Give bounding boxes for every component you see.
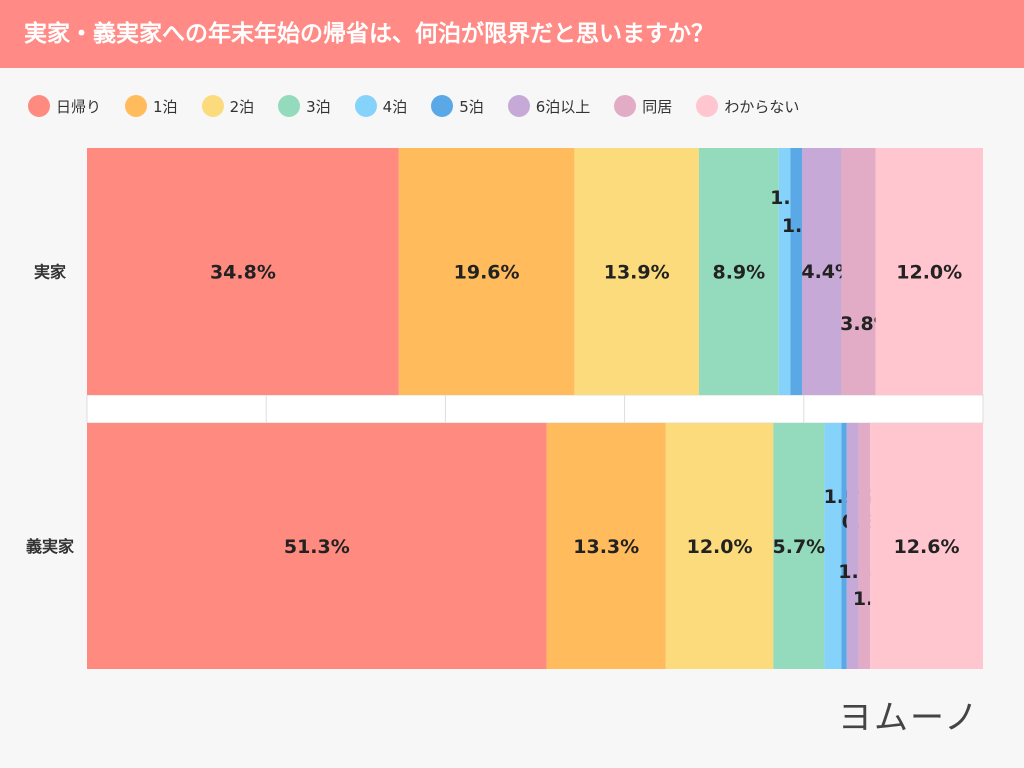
chart-title: 実家・義実家への年末年始の帰省は、何泊が限界だと思いますか？ [0, 0, 1024, 68]
legend-label: 4泊 [382, 97, 408, 116]
legend-label: 1泊 [153, 97, 178, 116]
bar-segment [398, 148, 575, 395]
legend-swatch [278, 95, 301, 117]
data-label: 12.6% [894, 536, 960, 558]
legend-item: 6泊以上 [507, 95, 591, 117]
legend: 日帰り 1泊 2泊 3泊 4泊 5泊 6泊以上 同居 わからない [28, 95, 823, 117]
bar-segment [574, 148, 699, 395]
category-label: 実家 [34, 263, 67, 282]
yomuno-logo: ヨムーノ [838, 698, 980, 738]
legend-swatch [125, 95, 148, 117]
legend-swatch [614, 95, 637, 117]
legend-label: 6泊以上 [535, 97, 591, 116]
legend-item: 3泊 [278, 95, 331, 117]
bar-segment [773, 423, 825, 669]
data-label: 8.9% [712, 262, 765, 284]
data-label: 13.3% [573, 536, 639, 558]
category-label: 義実家 [26, 537, 75, 556]
bar-segment [546, 423, 666, 669]
data-label: 12.0% [687, 536, 753, 558]
bar-segment [87, 148, 399, 395]
grid-band [86, 394, 984, 424]
legend-label: 3泊 [306, 97, 331, 116]
legend-item: 4泊 [354, 95, 408, 117]
data-label: 19.6% [454, 262, 520, 284]
legend-item: 2泊 [201, 95, 255, 117]
data-label: 34.8% [210, 262, 276, 284]
data-label: 12.0% [896, 262, 962, 284]
bar-segment [87, 423, 547, 669]
legend-swatch [201, 95, 224, 117]
bar-segment [790, 148, 803, 395]
data-label: 5.7% [773, 536, 826, 558]
legend-label: わからない [724, 97, 800, 116]
legend-item: 日帰り [28, 95, 101, 117]
legend-label: 同居 [642, 97, 673, 116]
bar-segment [858, 423, 871, 669]
bar-segment [665, 423, 774, 669]
bar-segment [698, 148, 779, 395]
legend-item: 5泊 [431, 95, 484, 117]
bar-segment [846, 423, 859, 669]
bar-segment [841, 148, 876, 395]
legend-item: 1泊 [125, 95, 178, 117]
legend-item: 同居 [614, 95, 672, 117]
legend-label: 2泊 [229, 97, 255, 116]
legend-swatch [507, 95, 530, 117]
legend-label: 日帰り [56, 97, 102, 116]
bar-segment [841, 423, 847, 669]
legend-item: わからない [696, 95, 799, 117]
bar-segment [824, 423, 842, 669]
bar-segment [802, 148, 842, 395]
legend-swatch [431, 95, 454, 117]
bar-segment [870, 423, 983, 669]
data-label: 51.3% [284, 536, 350, 558]
legend-swatch [354, 95, 377, 117]
legend-swatch [28, 95, 50, 117]
data-label: 13.9% [604, 262, 670, 284]
data-label: 4.4% [801, 261, 854, 283]
legend-label: 5泊 [459, 97, 484, 116]
bar-segment [875, 148, 983, 395]
bar-segment [778, 148, 791, 395]
legend-swatch [696, 95, 719, 117]
